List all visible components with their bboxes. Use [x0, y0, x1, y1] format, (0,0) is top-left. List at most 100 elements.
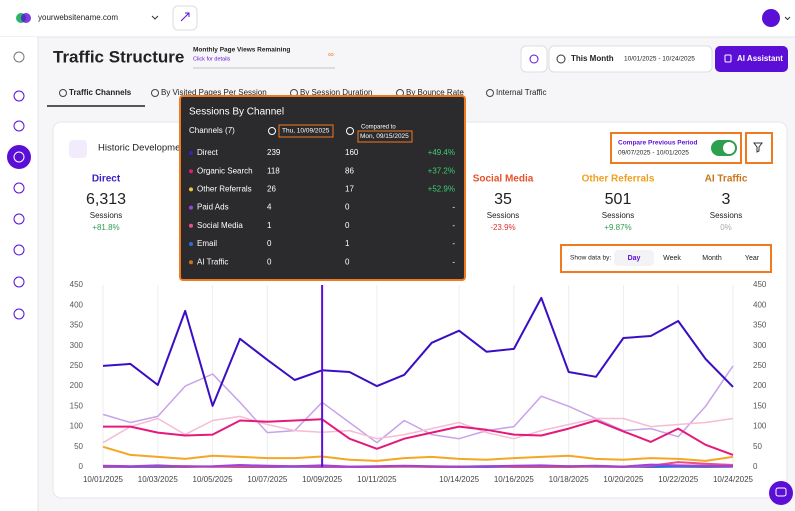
metric-name: Direct	[92, 174, 121, 185]
current-value: 1	[267, 221, 272, 230]
change: -	[452, 203, 455, 212]
show-by-option[interactable]: Month	[702, 255, 722, 262]
y2-tick-label: 150	[753, 401, 767, 410]
date-range: 10/01/2025 - 10/24/2025	[624, 56, 695, 63]
highlight	[357, 130, 413, 143]
chevron[interactable]	[151, 15, 159, 20]
metric-name: Other Referrals	[582, 174, 655, 185]
sidebar	[0, 37, 38, 511]
series-line	[102, 296, 734, 407]
y2-tick-label: 0	[753, 462, 758, 471]
y-tick-label: 250	[70, 361, 84, 370]
y2-tick-label: 50	[753, 442, 762, 451]
tabs: Traffic Channels By Visited Pages Per Ses…	[59, 88, 547, 97]
site-name[interactable]: yourwebsitename.com	[38, 13, 118, 22]
current-value: 4	[267, 203, 272, 212]
metric-name: Social Media	[473, 174, 534, 185]
y-tick-label: 350	[70, 321, 84, 330]
avatar[interactable]	[762, 9, 780, 27]
y2-tick-label: 250	[753, 361, 767, 370]
nav-icon[interactable]	[13, 90, 25, 102]
channel-name: Paid Ads	[197, 203, 229, 212]
y-tick-label: 50	[74, 442, 83, 451]
current-value: 0	[267, 239, 272, 248]
quota-bar	[193, 67, 335, 69]
chart: 0 0 50 50 100 100 150 150 200 200 250 250 300 300 350 3…	[70, 280, 767, 484]
ai-assistant-label: AI Assistant	[737, 54, 783, 63]
channel-name: Email	[197, 239, 217, 248]
quota-label: Monthly Page Views Remaining	[193, 47, 290, 54]
show-by-options: Day Week Month Year	[628, 255, 760, 262]
x-tick-label: 10/01/2025	[83, 475, 124, 484]
open-site-button[interactable]	[172, 5, 198, 31]
chevron[interactable]	[784, 16, 791, 21]
show-by-label: Show data by:	[570, 255, 611, 262]
page-title: Traffic Structure	[53, 47, 184, 66]
previous-value: 0	[345, 203, 350, 212]
channel-name: Other Referrals	[197, 185, 252, 194]
icon	[724, 54, 732, 63]
toggle-knob	[723, 142, 735, 154]
quota-link[interactable]: Click for details	[193, 56, 231, 62]
show-by-option[interactable]: Week	[663, 255, 681, 262]
nav-icon[interactable]	[13, 308, 25, 320]
top-bar	[0, 0, 795, 37]
change: -	[452, 221, 455, 230]
ai-assistant-button[interactable]	[715, 46, 788, 72]
channel-dot	[189, 205, 193, 210]
y2-tick-label: 400	[753, 300, 767, 309]
x-tick-label: 10/20/2025	[603, 475, 644, 484]
tooltip-title: Sessions By Channel	[189, 107, 284, 118]
series-line	[102, 415, 734, 444]
quota-value: ∞	[328, 50, 334, 59]
chat-button[interactable]	[769, 481, 793, 505]
sidebar-icons	[7, 51, 31, 320]
show-by-option[interactable]: Day	[628, 255, 641, 262]
metric-change: +9.87%	[604, 223, 631, 232]
y2-tick-label: 350	[753, 321, 767, 330]
y-tick-label: 100	[70, 422, 84, 431]
tab-icon	[59, 89, 67, 97]
channel-dot	[189, 169, 193, 174]
change: +52.9%	[428, 185, 455, 194]
nav-icon[interactable]	[13, 182, 25, 194]
tab[interactable]: Internal Traffic	[496, 88, 547, 97]
series-line	[103, 418, 734, 456]
metric-unit: Sessions	[487, 211, 519, 220]
channel-dot	[189, 242, 193, 246]
metric-change: -23.9%	[490, 223, 515, 232]
nav-icon[interactable]	[13, 244, 25, 256]
y-tick-label: 150	[70, 401, 84, 410]
metric-name: AI Traffic	[705, 174, 748, 185]
icon	[556, 54, 566, 64]
change: -	[452, 239, 455, 248]
filter-button[interactable]	[745, 132, 773, 164]
tab[interactable]: By Session Duration	[300, 88, 372, 97]
previous-value: 0	[345, 257, 350, 266]
current-value: 0	[267, 257, 272, 266]
x-tick-label: 10/09/2025	[302, 475, 343, 484]
refresh-button[interactable]	[520, 45, 548, 73]
icon	[753, 142, 763, 153]
compared-date: Mon, 09/15/2025	[360, 133, 409, 140]
nav-icon[interactable]	[13, 276, 25, 288]
tab[interactable]: Traffic Channels	[69, 88, 132, 97]
show-by-option[interactable]: Year	[745, 255, 760, 262]
tab[interactable]: By Visited Pages Per Session	[161, 88, 267, 97]
nav-icon[interactable]	[13, 213, 25, 225]
x-tick-label: 10/16/2025	[494, 475, 535, 484]
channel-dot	[189, 223, 193, 228]
current-value: 26	[267, 185, 276, 194]
y-tick-label: 450	[70, 280, 84, 289]
icon	[180, 12, 190, 22]
nav-icon-active[interactable]	[7, 145, 31, 169]
nav-icon[interactable]	[13, 51, 25, 63]
y2-tick-label: 450	[753, 280, 767, 289]
previous-value: 86	[345, 166, 354, 175]
series-line	[102, 463, 734, 468]
current-value: 239	[267, 148, 281, 157]
nav-icon[interactable]	[13, 120, 25, 132]
period-selector[interactable]	[548, 45, 713, 73]
tab[interactable]: By Bounce Rate	[406, 88, 464, 97]
